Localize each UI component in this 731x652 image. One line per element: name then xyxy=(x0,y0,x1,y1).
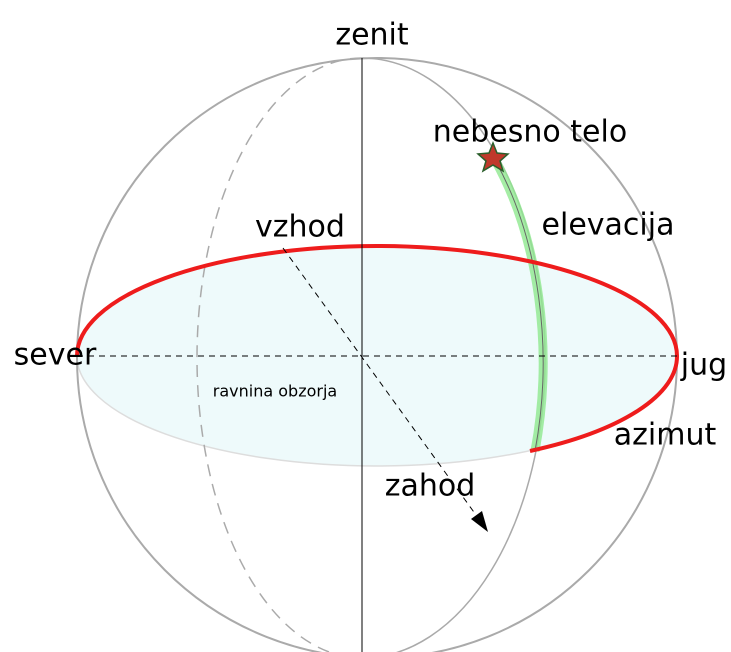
label-azimuth: azimut xyxy=(614,418,717,453)
label-north: sever xyxy=(14,338,97,373)
back-meridian xyxy=(196,57,363,652)
label-east: vzhod xyxy=(255,210,345,245)
label-body: nebesno telo xyxy=(433,115,627,150)
celestial-body xyxy=(476,140,510,173)
elevation-line xyxy=(494,159,544,452)
label-elevation: elevacija xyxy=(542,208,675,243)
arrow-head xyxy=(471,511,488,532)
label-zenith: zenit xyxy=(335,18,409,53)
label-south: jug xyxy=(680,348,727,383)
label-west: zahod xyxy=(385,469,476,504)
label-horizon-plane: ravnina obzorja xyxy=(213,382,337,401)
azimuth-arc xyxy=(75,244,680,453)
